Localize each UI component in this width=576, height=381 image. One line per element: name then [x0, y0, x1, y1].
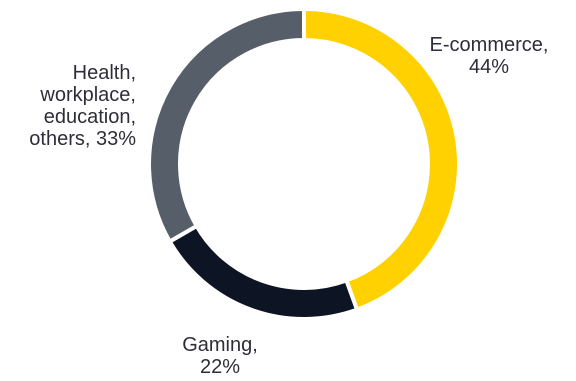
- data-label-gaming-line-1: Gaming,: [182, 334, 258, 356]
- data-label-ecommerce: E-commerce, 44%: [414, 34, 564, 78]
- data-label-health-line-1: Health,: [72, 62, 136, 84]
- data-label-ecommerce-line-1: E-commerce,: [429, 34, 549, 56]
- data-label-health: Health, workplace, education, others, 33…: [0, 62, 136, 150]
- data-label-ecommerce-line-2: 44%: [468, 56, 510, 78]
- data-label-health-line-3: education,: [43, 106, 136, 128]
- data-label-gaming: Gaming, 22%: [160, 334, 280, 378]
- data-label-health-line-2: workplace,: [40, 84, 136, 106]
- slice-gaming: [167, 223, 360, 321]
- data-label-gaming-line-2: 22%: [199, 356, 241, 378]
- slice-health-workplace-education-others: [147, 6, 306, 245]
- data-label-health-line-4: others, 33%: [29, 128, 136, 150]
